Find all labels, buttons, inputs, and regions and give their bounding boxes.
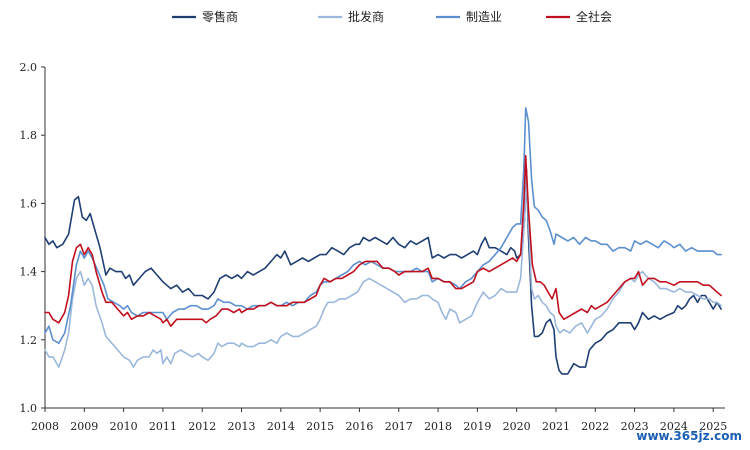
x-tick-label: 2015	[306, 420, 334, 433]
x-tick-label: 2011	[149, 420, 177, 433]
x-tick-label: 2023	[621, 420, 649, 433]
y-tick-label: 1.2	[20, 334, 38, 347]
x-tick-label: 2022	[581, 420, 609, 433]
x-tick-label: 2012	[188, 420, 216, 433]
x-axis: 2008 2009 2010 2011 2012 2013 2014 2015 2016 2017…	[31, 407, 727, 433]
legend-label-0: 零售商	[202, 9, 238, 24]
x-tick-label: 2021	[542, 420, 570, 433]
series-line-1	[44, 175, 722, 368]
series-line-2	[44, 107, 722, 344]
x-tick-label: 2024	[660, 420, 688, 433]
x-tick-label: 2025	[699, 420, 727, 433]
x-tick-label: 2013	[228, 420, 256, 433]
x-tick-label: 2009	[70, 420, 98, 433]
y-axis: 1.0 1.2 1.4 1.6 1.8 2.0	[20, 61, 46, 415]
x-tick-label: 2020	[503, 420, 531, 433]
x-tick-label: 2017	[385, 420, 413, 433]
series-line-3	[44, 154, 722, 327]
x-tick-label: 2016	[345, 420, 373, 433]
x-tick-label: 2014	[267, 420, 295, 433]
y-tick-label: 2.0	[20, 61, 38, 74]
legend-label-3: 全社会	[576, 9, 612, 24]
y-tick-label: 1.0	[20, 402, 38, 415]
y-tick-label: 1.4	[20, 266, 38, 279]
legend-label-1: 批发商	[348, 9, 384, 24]
x-tick-label: 2008	[31, 420, 59, 433]
watermark-text: www.365jz.com	[636, 429, 742, 443]
series-line-0	[44, 168, 722, 375]
x-tick-label: 2019	[463, 420, 491, 433]
x-tick-label: 2018	[424, 420, 452, 433]
legend: 零售商 批发商 制造业 全社会	[172, 9, 612, 24]
x-tick-label: 2010	[110, 420, 138, 433]
y-tick-label: 1.6	[20, 197, 38, 210]
legend-label-2: 制造业	[466, 10, 502, 24]
y-tick-label: 1.8	[20, 129, 38, 142]
series-group	[44, 107, 722, 375]
